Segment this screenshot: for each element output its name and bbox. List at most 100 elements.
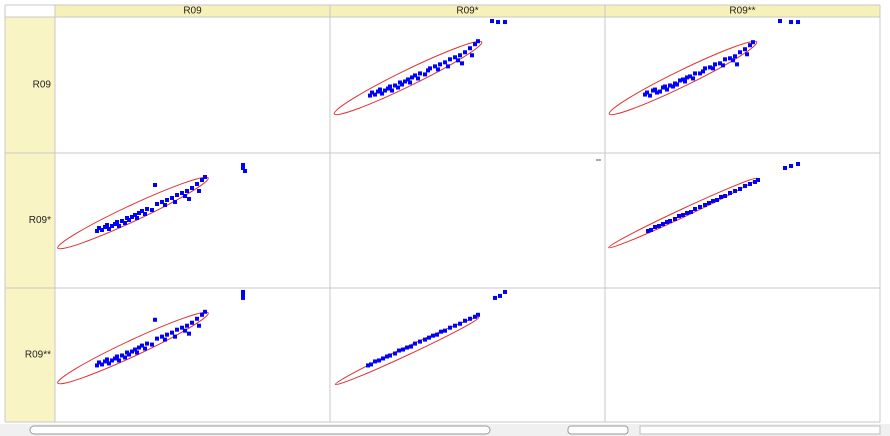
point [100,228,104,232]
point [719,195,723,199]
point [163,337,167,342]
point [448,57,452,62]
point [197,189,201,193]
point [753,180,757,184]
point [115,354,119,359]
point [241,289,245,294]
point [195,316,199,321]
scrollbar-thumb[interactable] [29,425,491,435]
point [95,363,99,368]
point [796,20,800,25]
point [398,80,402,85]
point [707,201,711,205]
point [743,47,747,52]
point [368,93,372,98]
point [689,210,693,214]
column-header: R09 [183,6,202,17]
point [708,65,712,70]
row-header: R09 [33,80,52,91]
point [649,228,653,232]
point [383,88,387,93]
point [688,74,692,79]
point [427,335,431,340]
point [190,186,194,190]
point [693,207,697,211]
point [370,90,374,95]
point [170,196,174,200]
point [701,69,705,74]
column-header-band [55,5,880,17]
point [388,84,392,89]
point [183,194,187,198]
point [653,87,657,92]
point [183,328,187,333]
point [405,345,409,350]
point [728,56,732,61]
point [643,92,647,97]
point [373,359,377,364]
point [410,75,414,80]
point [150,208,154,212]
point [120,219,124,223]
point [436,67,440,72]
confidence-ellipse [57,176,209,250]
point [748,182,752,186]
point [137,211,141,215]
point [745,52,749,57]
point [496,20,500,25]
point [733,54,737,59]
point [173,334,177,339]
point [143,212,147,216]
point [446,64,450,69]
point [393,83,397,88]
point [453,55,457,60]
point [468,46,472,51]
point [458,53,462,58]
point [453,323,457,328]
point [241,166,245,170]
point [185,189,189,193]
point [110,358,114,363]
point [416,76,420,81]
point [133,213,137,217]
point [145,207,149,211]
point [476,312,480,317]
point [397,348,401,353]
row-header-band [5,17,55,422]
point [100,362,104,367]
scroll-control[interactable] [567,425,629,435]
point [463,318,467,323]
point [458,321,462,326]
point [380,91,384,96]
point [476,39,480,44]
point [107,361,111,366]
point [418,71,422,76]
point [127,218,131,222]
point [723,57,727,62]
point [783,166,787,170]
point [711,66,715,71]
point [735,62,739,67]
confidence-ellipse [608,40,758,116]
point [493,295,497,300]
point [388,353,392,358]
point [97,360,101,365]
point [117,358,121,363]
point [175,193,179,197]
point [681,77,685,82]
point [105,223,109,227]
point [133,347,137,352]
point [668,219,672,223]
point [135,216,139,220]
point [796,162,800,166]
scroll-control[interactable] [639,425,881,435]
point [657,224,661,228]
point [145,341,149,346]
point [443,60,447,65]
point [195,182,199,186]
point [378,87,382,92]
point [137,345,141,350]
point [693,71,697,76]
